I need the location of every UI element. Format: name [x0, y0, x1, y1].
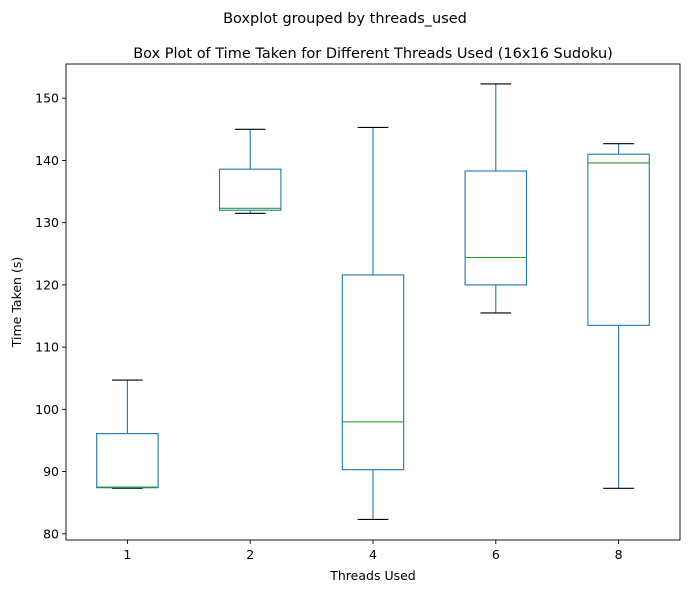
chart-title: Box Plot of Time Taken for Different Thr…	[133, 46, 613, 62]
box-group-1	[96, 379, 159, 489]
y-tick-label: 90	[43, 464, 59, 479]
y-axis-label: Time Taken (s)	[9, 257, 24, 348]
box-iqr	[587, 153, 650, 326]
chart-suptitle: Boxplot grouped by threads_used	[223, 11, 467, 27]
x-axis-label: Threads Used	[329, 568, 415, 583]
y-tick-label: 80	[43, 526, 59, 541]
y-tick-label: 110	[35, 340, 59, 355]
x-tick-label: 1	[123, 547, 131, 562]
y-tick-label: 100	[35, 402, 59, 417]
x-tick-label: 6	[492, 547, 500, 562]
x-tick-label: 4	[369, 547, 377, 562]
y-tick-label: 150	[35, 91, 59, 106]
box-iqr	[218, 168, 282, 211]
plot-area: 80 90 100 110 120 130 140 150 1 2 4 6 8	[35, 63, 681, 562]
x-tick-label: 2	[246, 547, 254, 562]
y-tick-label: 130	[35, 215, 59, 230]
box-group-8	[587, 143, 650, 489]
box-group-4	[341, 126, 405, 521]
box-group-2	[218, 128, 282, 214]
box-group-6	[464, 83, 528, 314]
box-iqr	[341, 274, 405, 471]
box-iqr	[96, 433, 159, 489]
box-iqr	[464, 170, 528, 286]
x-tick-label: 8	[615, 547, 623, 562]
y-tick-label: 140	[35, 153, 59, 168]
y-tick-label: 120	[35, 277, 59, 292]
